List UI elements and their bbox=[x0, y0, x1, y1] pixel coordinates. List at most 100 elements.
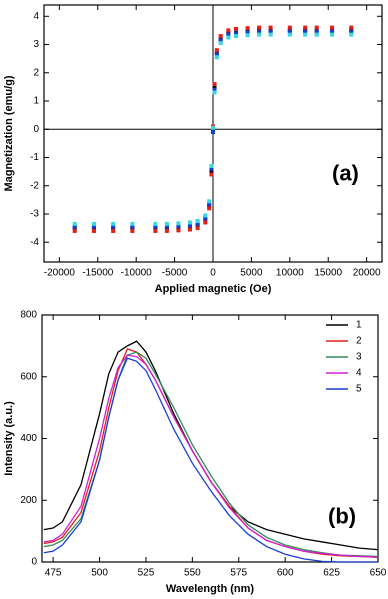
data-point bbox=[153, 224, 158, 229]
data-point bbox=[330, 25, 335, 30]
data-point bbox=[245, 30, 250, 35]
data-point bbox=[209, 163, 214, 168]
data-point bbox=[214, 48, 219, 53]
data-line bbox=[43, 354, 379, 558]
data-point bbox=[72, 221, 77, 226]
data-point bbox=[303, 32, 308, 37]
data-point bbox=[303, 29, 308, 34]
legend-label: 4 bbox=[356, 368, 362, 379]
data-point bbox=[287, 32, 292, 37]
x-tick-label: 575 bbox=[230, 568, 247, 579]
data-point bbox=[214, 52, 219, 57]
x-tick-label: 0 bbox=[210, 268, 216, 279]
y-tick-label: 2 bbox=[33, 67, 39, 78]
y-axis-title: Intensity (a.u.) bbox=[3, 401, 15, 476]
y-tick-label: -1 bbox=[30, 152, 39, 163]
x-tick-label: 550 bbox=[184, 568, 201, 579]
y-tick-label: 3 bbox=[33, 39, 39, 50]
x-tick-label: 10000 bbox=[276, 268, 304, 279]
data-point bbox=[176, 221, 181, 226]
data-point bbox=[314, 25, 319, 30]
x-tick-label: 650 bbox=[370, 568, 387, 579]
data-point bbox=[91, 224, 96, 229]
data-point bbox=[195, 219, 200, 224]
y-tick-label: 4 bbox=[33, 11, 39, 22]
data-point bbox=[209, 169, 214, 174]
data-point bbox=[245, 26, 250, 31]
data-point bbox=[218, 41, 223, 46]
data-point bbox=[212, 90, 217, 95]
data-point bbox=[214, 55, 219, 60]
data-point bbox=[203, 220, 208, 225]
y-tick-label: 800 bbox=[20, 310, 37, 321]
data-point bbox=[226, 32, 231, 37]
data-point bbox=[314, 32, 319, 37]
x-tick-label: -20000 bbox=[44, 268, 76, 279]
annotation: (b) bbox=[328, 503, 356, 528]
data-point bbox=[72, 228, 77, 233]
x-tick-label: 15000 bbox=[314, 268, 342, 279]
data-point bbox=[349, 29, 354, 34]
x-tick-label: -5000 bbox=[162, 268, 188, 279]
data-point bbox=[91, 228, 96, 233]
data-point bbox=[195, 226, 200, 231]
data-point bbox=[257, 29, 262, 34]
data-point bbox=[176, 228, 181, 233]
data-point bbox=[212, 82, 217, 87]
data-point bbox=[349, 32, 354, 37]
data-point bbox=[287, 29, 292, 34]
data-line bbox=[43, 340, 379, 551]
legend-label: 1 bbox=[356, 320, 362, 331]
data-point bbox=[195, 221, 200, 226]
data-point bbox=[314, 29, 319, 34]
data-point bbox=[257, 32, 262, 37]
x-tick-label: 20000 bbox=[353, 268, 381, 279]
data-point bbox=[234, 34, 239, 39]
data-point bbox=[349, 25, 354, 30]
data-point bbox=[211, 130, 215, 135]
data-point bbox=[164, 221, 169, 226]
data-point bbox=[203, 216, 208, 221]
x-tick-label: -15000 bbox=[82, 268, 114, 279]
y-axis-title: Magnetization (emu/g) bbox=[3, 75, 15, 191]
data-point bbox=[268, 25, 273, 30]
data-point bbox=[111, 224, 116, 229]
data-point bbox=[176, 224, 181, 229]
data-point bbox=[153, 228, 158, 233]
y-tick-label: -2 bbox=[30, 180, 39, 191]
data-point bbox=[330, 29, 335, 34]
data-point bbox=[153, 221, 158, 226]
x-tick-label: 475 bbox=[45, 568, 62, 579]
data-point bbox=[234, 27, 239, 32]
y-tick-label: -3 bbox=[30, 209, 39, 220]
data-point bbox=[226, 35, 231, 40]
data-point bbox=[257, 25, 262, 30]
data-point bbox=[164, 224, 169, 229]
data-point bbox=[187, 223, 192, 228]
x-tick-label: 525 bbox=[138, 568, 155, 579]
data-point bbox=[268, 32, 273, 37]
data-point bbox=[218, 34, 223, 39]
y-tick-label: 0 bbox=[33, 124, 39, 135]
data-point bbox=[130, 221, 135, 226]
x-axis-title: Applied magnetic (Oe) bbox=[155, 283, 272, 295]
x-tick-label: 5000 bbox=[240, 268, 263, 279]
y-tick-label: 400 bbox=[20, 433, 37, 444]
y-tick-label: 1 bbox=[33, 96, 39, 107]
data-point bbox=[212, 87, 217, 92]
legend-label: 5 bbox=[356, 384, 362, 395]
y-tick-label: 0 bbox=[31, 557, 37, 568]
data-point bbox=[130, 228, 135, 233]
data-point bbox=[91, 221, 96, 226]
data-point bbox=[164, 228, 169, 233]
data-point bbox=[212, 84, 217, 89]
data-point bbox=[218, 38, 223, 43]
x-tick-label: -10000 bbox=[121, 268, 153, 279]
y-tick-label: 600 bbox=[20, 371, 37, 382]
data-point bbox=[72, 224, 77, 229]
data-point bbox=[203, 213, 208, 218]
x-axis-title: Wavelength (nm) bbox=[166, 583, 255, 595]
data-point bbox=[245, 33, 250, 38]
data-point bbox=[211, 125, 215, 130]
